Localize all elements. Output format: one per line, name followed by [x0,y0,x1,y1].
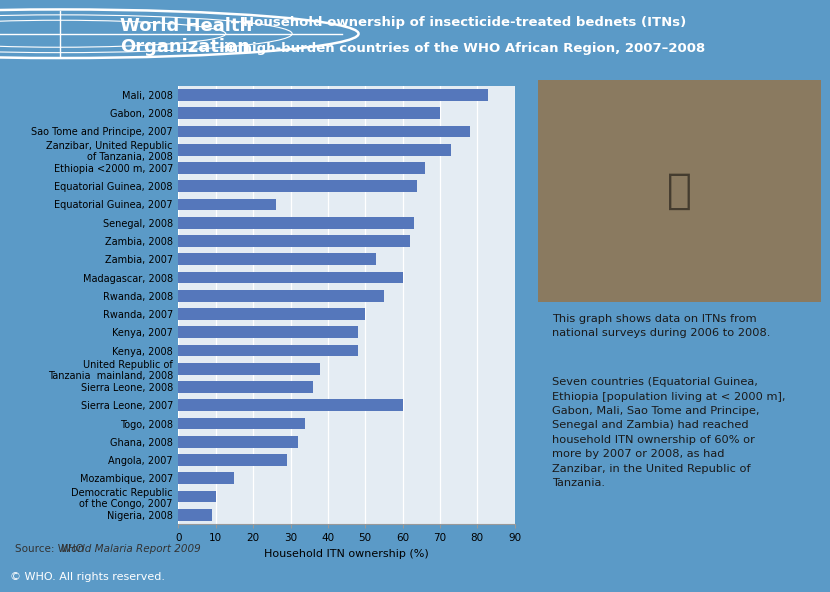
Bar [178,217,413,229]
Bar [178,89,488,101]
Bar [178,181,417,192]
Bar [178,381,313,393]
Bar [178,509,212,521]
Text: WHO/S. Hollyman: WHO/S. Hollyman [730,292,817,302]
Text: in high-burden countries of the WHO African Region, 2007–2008: in high-burden countries of the WHO Afri… [224,42,706,55]
Bar [178,363,320,375]
Bar [178,126,470,137]
Text: Source: WHO: Source: WHO [15,543,87,554]
Text: This graph shows data on ITNs from
national surveys during 2006 to 2008.: This graph shows data on ITNs from natio… [552,314,770,338]
Bar [178,472,235,484]
Text: 📷: 📷 [666,170,692,212]
Bar [178,436,298,448]
Bar [178,235,410,247]
Text: World Malaria Report 2009: World Malaria Report 2009 [61,543,200,554]
Text: Household ownership of insecticide-treated bednets (ITNs): Household ownership of insecticide-treat… [243,16,686,29]
Bar [178,308,365,320]
Bar [178,144,452,156]
Bar [178,272,403,284]
Bar [178,345,358,356]
Bar [178,107,440,119]
Text: Seven countries (Equatorial Guinea,
Ethiopia [population living at < 2000 m],
Ga: Seven countries (Equatorial Guinea, Ethi… [552,377,785,488]
Text: World Health: World Health [120,17,252,35]
Bar [178,326,358,338]
Bar [178,454,287,466]
Bar [178,198,276,210]
Text: © WHO. All rights reserved.: © WHO. All rights reserved. [10,572,165,581]
X-axis label: Household ITN ownership (%): Household ITN ownership (%) [264,549,429,558]
Bar [178,253,376,265]
Text: Organization: Organization [120,38,251,56]
Bar [178,162,425,174]
Bar [178,290,383,302]
Bar [178,417,305,429]
Bar [178,491,216,503]
Bar [178,400,403,411]
